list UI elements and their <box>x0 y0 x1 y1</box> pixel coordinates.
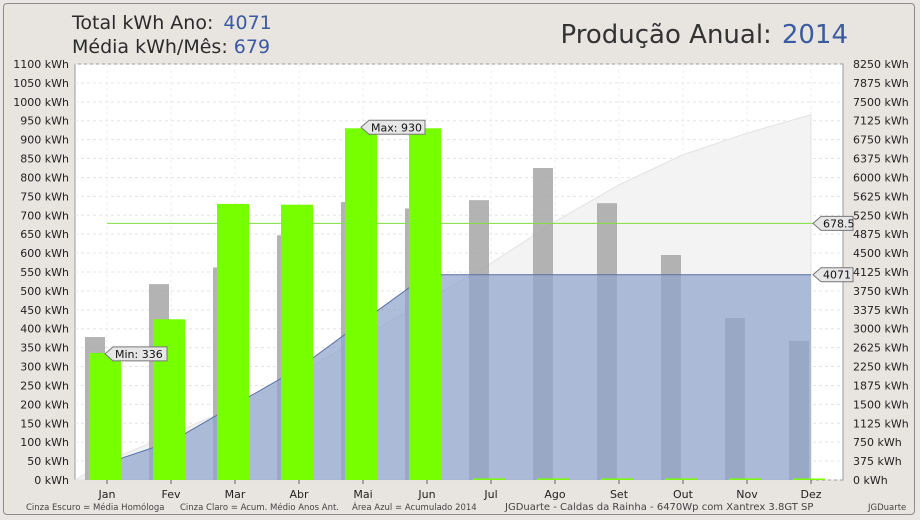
y-left-tick-label: 1100 kWh <box>13 58 69 71</box>
y-left-tick-label: 600 kWh <box>20 247 69 260</box>
total-kwh-value: 4071 <box>223 12 272 34</box>
production-bar-set <box>601 478 633 480</box>
production-bar-jun <box>409 128 441 481</box>
y-left-tick-label: 500 kWh <box>20 285 69 298</box>
y-left-tick-label: 650 kWh <box>20 228 69 241</box>
credit: JGDuarte <box>868 503 907 513</box>
y-right-tick-label: 6375 kWh <box>853 153 909 166</box>
legend-blue: Área Azul = Acumulado 2014 <box>352 503 477 513</box>
y-left-tick-label: 750 kWh <box>20 190 69 203</box>
y-right-tick-label: 1875 kWh <box>853 379 909 392</box>
y-right-tick-label: 7500 kWh <box>853 96 909 109</box>
x-tick-label-mai: Mai <box>353 488 372 501</box>
chart-title-label: Produção Anual: <box>560 20 772 50</box>
production-bar-nov <box>729 478 761 480</box>
y-right-tick-label: 7875 kWh <box>853 77 909 90</box>
x-tick-label-fev: Fev <box>161 488 180 501</box>
y-left-tick-label: 900 kWh <box>20 134 69 147</box>
avg-kwh-line: Média kWh/Mês: 679 <box>72 36 270 58</box>
y-right-tick-label: 7125 kWh <box>853 115 909 128</box>
y-right-tick-label: 3375 kWh <box>853 304 909 317</box>
production-bar-ago <box>537 478 569 480</box>
x-tick-label-mar: Mar <box>225 488 246 501</box>
x-tick-label-ago: Ago <box>544 488 566 501</box>
chart-title-year: 2014 <box>781 20 848 50</box>
system-info: JGDuarte - Caldas da Rainha - 6470Wp com… <box>505 502 814 513</box>
y-left-tick-label: 850 kWh <box>20 153 69 166</box>
y-left-tick-label: 250 kWh <box>20 379 69 392</box>
x-tick-label-set: Set <box>610 488 629 501</box>
x-tick-label-jul: Jul <box>483 488 497 501</box>
x-tick-label-abr: Abr <box>289 488 309 501</box>
y-left-tick-label: 700 kWh <box>20 209 69 222</box>
min-callout: Min: 336 <box>104 346 168 362</box>
y-left-tick-label: 350 kWh <box>20 342 69 355</box>
production-bar-dez <box>793 478 825 480</box>
x-tick-label-out: Out <box>673 488 694 501</box>
y-right-tick-label: 375 kWh <box>853 455 902 468</box>
max-callout: Max: 930 <box>360 119 426 135</box>
y-right-tick-label: 5250 kWh <box>853 209 909 222</box>
y-left-tick-label: 100 kWh <box>20 436 69 449</box>
production-bar-jul <box>473 478 505 480</box>
y-left-tick-label: 0 kWh <box>34 474 69 487</box>
x-tick-label-nov: Nov <box>736 488 758 501</box>
y-right-tick-label: 2250 kWh <box>853 361 909 374</box>
production-bar-mar <box>217 203 249 480</box>
x-tick-label-jun: Jun <box>417 488 435 501</box>
avg-kwh-label: Média kWh/Mês: <box>72 36 228 58</box>
y-right-tick-label: 3000 kWh <box>853 323 909 336</box>
total-kwh-line: Total kWh Ano: 4071 <box>72 12 272 34</box>
y-left-tick-label: 200 kWh <box>20 398 69 411</box>
production-bar-abr <box>281 204 313 480</box>
production-bar-out <box>665 478 697 480</box>
svg-text:4071: 4071 <box>823 269 851 282</box>
y-right-tick-label: 6750 kWh <box>853 134 909 147</box>
x-tick-label-dez: Dez <box>800 488 821 501</box>
total-marker-callout: 4071 <box>812 267 854 283</box>
total-kwh-label: Total kWh Ano: <box>72 12 214 34</box>
production-bar-mai <box>345 128 377 481</box>
y-left-tick-label: 950 kWh <box>20 115 69 128</box>
y-left-tick-label: 800 kWh <box>20 171 69 184</box>
y-right-tick-label: 750 kWh <box>853 436 902 449</box>
svg-text:Min: 336: Min: 336 <box>115 348 163 361</box>
y-left-tick-label: 150 kWh <box>20 417 69 430</box>
y-left-tick-label: 50 kWh <box>27 455 69 468</box>
y-right-tick-label: 1125 kWh <box>853 417 909 430</box>
y-left-tick-label: 400 kWh <box>20 323 69 336</box>
y-right-tick-label: 5625 kWh <box>853 190 909 203</box>
production-bar-fev <box>153 319 185 480</box>
legend-dark: Cinza Escuro = Média Homóloga <box>26 503 165 513</box>
y-right-tick-label: 2625 kWh <box>853 342 909 355</box>
svg-text:Max: 930: Max: 930 <box>371 121 422 134</box>
y-right-tick-label: 4125 kWh <box>853 266 909 279</box>
svg-text:678.5: 678.5 <box>823 217 855 230</box>
y-right-tick-label: 4500 kWh <box>853 247 909 260</box>
y-right-tick-label: 3750 kWh <box>853 285 909 298</box>
y-right-tick-label: 8250 kWh <box>853 58 909 71</box>
y-left-tick-label: 1000 kWh <box>13 96 69 109</box>
y-right-tick-label: 1500 kWh <box>853 398 909 411</box>
y-right-tick-label: 6000 kWh <box>853 171 909 184</box>
y-right-tick-label: 0 kWh <box>853 474 888 487</box>
y-left-tick-label: 1050 kWh <box>13 77 69 90</box>
legend-light: Cinza Claro = Acum. Médio Anos Ant. <box>180 503 339 513</box>
production-bar-jan <box>89 352 121 480</box>
avg-kwh-value: 679 <box>233 36 271 58</box>
chart-title: Produção Anual: 2014 <box>561 20 848 50</box>
y-left-tick-label: 550 kWh <box>20 266 69 279</box>
y-left-tick-label: 300 kWh <box>20 361 69 374</box>
y-right-tick-label: 4875 kWh <box>853 228 909 241</box>
avg-marker-callout: 678.5 <box>812 215 855 231</box>
y-left-tick-label: 450 kWh <box>20 304 69 317</box>
x-tick-label-jan: Jan <box>98 488 116 501</box>
